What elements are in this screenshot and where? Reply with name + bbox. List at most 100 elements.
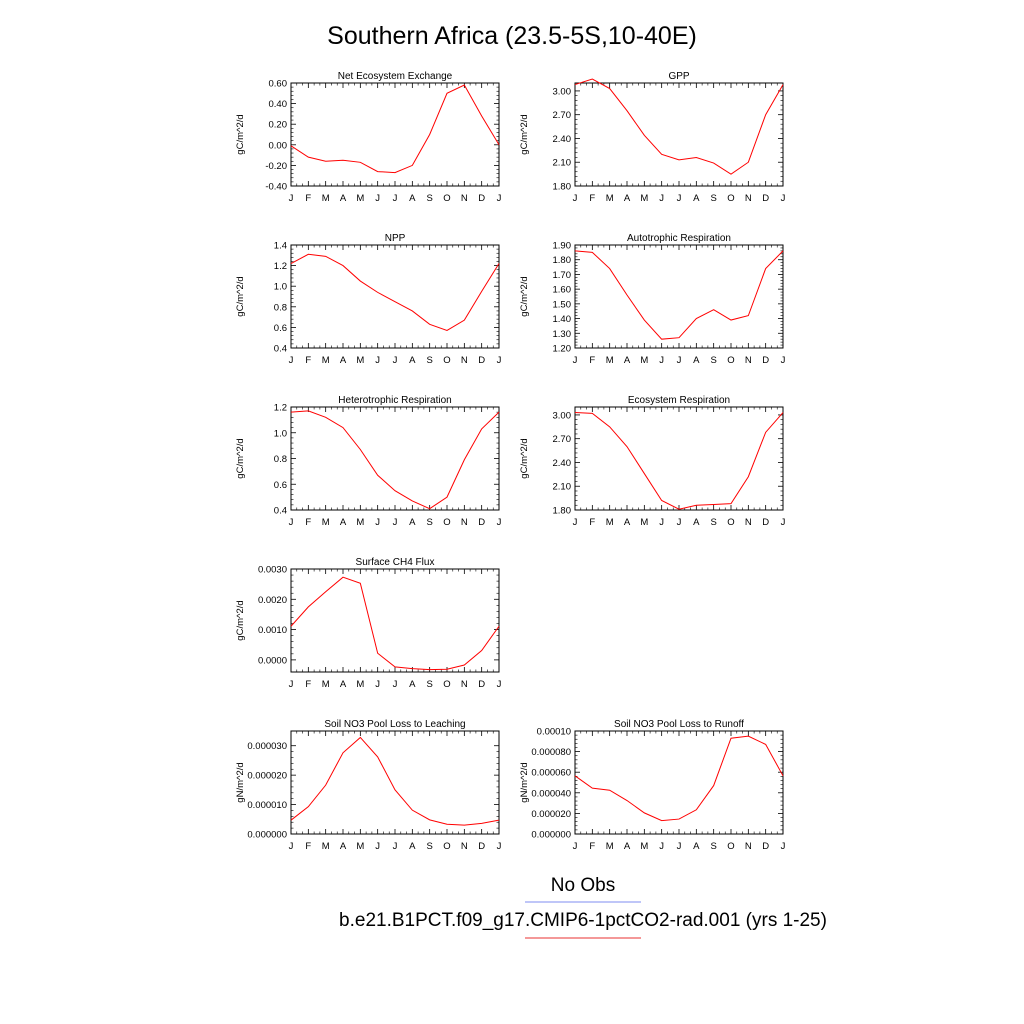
plot-frame	[290, 730, 500, 835]
y-tick-label: 1.20	[553, 344, 572, 355]
y-tick-label: 1.80	[553, 182, 572, 193]
x-tick-label: M	[356, 193, 364, 204]
plot-frame	[290, 82, 500, 187]
panel-title: Surface CH4 Flux	[356, 557, 435, 568]
series-line	[290, 410, 500, 510]
y-axis-label: gN/m^2/d	[235, 762, 246, 802]
y-tick-label: 0.20	[269, 120, 288, 131]
x-tick-label: F	[589, 355, 595, 366]
y-tick-label: 0.0010	[258, 625, 287, 636]
x-tick-label: S	[710, 841, 716, 852]
x-tick-label: S	[426, 355, 432, 366]
x-tick-label: N	[461, 193, 468, 204]
x-tick-label: A	[340, 355, 347, 366]
x-tick-label: F	[305, 679, 311, 690]
x-tick-label: N	[745, 841, 752, 852]
y-axis-label: gC/m^2/d	[235, 276, 246, 316]
x-tick-label: O	[727, 355, 734, 366]
y-tick-label: 0.4	[274, 506, 287, 517]
y-tick-label: 2.10	[553, 158, 572, 169]
series-line	[574, 412, 784, 510]
y-tick-label: -0.20	[265, 161, 287, 172]
y-axis-label: gC/m^2/d	[519, 276, 530, 316]
x-tick-label: M	[322, 193, 330, 204]
y-tick-label: 1.30	[553, 329, 572, 340]
x-tick-label: M	[606, 517, 614, 528]
series-line	[574, 735, 784, 822]
y-tick-label: 0.60	[269, 79, 288, 90]
panel-title: Heterotrophic Respiration	[338, 395, 451, 406]
x-tick-label: F	[305, 841, 311, 852]
plot-frame	[290, 568, 500, 673]
x-tick-label: A	[693, 841, 700, 852]
panel-title: Net Ecosystem Exchange	[338, 71, 453, 82]
y-tick-label: 0.000020	[247, 771, 287, 782]
x-tick-label: O	[443, 679, 450, 690]
x-tick-label: J	[497, 193, 502, 204]
y-tick-label: 1.2	[274, 403, 287, 414]
x-tick-label: J	[677, 841, 682, 852]
x-tick-label: A	[693, 355, 700, 366]
y-tick-label: 0.4	[274, 344, 287, 355]
x-tick-label: J	[781, 517, 786, 528]
x-tick-label: M	[606, 355, 614, 366]
x-tick-label: O	[727, 841, 734, 852]
x-tick-label: A	[409, 679, 416, 690]
x-tick-label: J	[497, 517, 502, 528]
y-tick-label: 0.000000	[247, 830, 287, 841]
x-tick-label: S	[426, 679, 432, 690]
x-tick-label: D	[478, 355, 485, 366]
y-tick-label: 1.0	[274, 428, 287, 439]
y-tick-label: 1.4	[274, 241, 287, 252]
x-tick-label: S	[426, 841, 432, 852]
x-tick-label: M	[640, 517, 648, 528]
x-tick-label: M	[640, 193, 648, 204]
y-tick-label: 1.2	[274, 261, 287, 272]
x-tick-label: J	[659, 841, 664, 852]
x-tick-label: O	[443, 193, 450, 204]
y-tick-label: 0.0000	[258, 655, 287, 666]
legend-model-label: b.e21.B1PCT.f09_g17.CMIP6-1pctCO2-rad.00…	[339, 910, 827, 931]
x-tick-label: J	[573, 517, 578, 528]
x-tick-label: M	[356, 841, 364, 852]
y-tick-label: 1.60	[553, 285, 572, 296]
x-tick-label: D	[478, 679, 485, 690]
x-tick-label: J	[375, 679, 380, 690]
panel-title: NPP	[385, 233, 406, 244]
x-tick-label: S	[710, 193, 716, 204]
x-tick-label: O	[727, 517, 734, 528]
x-tick-label: A	[624, 841, 631, 852]
x-tick-label: N	[461, 841, 468, 852]
x-tick-label: O	[727, 193, 734, 204]
x-tick-label: J	[781, 841, 786, 852]
x-tick-label: F	[305, 517, 311, 528]
y-tick-label: 0.6	[274, 480, 287, 491]
x-tick-label: A	[409, 517, 416, 528]
y-tick-label: 0.000040	[531, 788, 571, 799]
series-line	[290, 253, 500, 332]
y-tick-label: 0.0020	[258, 595, 287, 606]
y-tick-label: 0.000060	[531, 768, 571, 779]
x-tick-label: J	[497, 355, 502, 366]
x-tick-label: M	[356, 679, 364, 690]
x-tick-label: J	[677, 355, 682, 366]
x-tick-label: J	[573, 355, 578, 366]
x-tick-label: J	[573, 193, 578, 204]
y-tick-label: 0.40	[269, 99, 288, 110]
x-tick-label: J	[497, 679, 502, 690]
x-tick-label: J	[375, 355, 380, 366]
plot-frame	[574, 82, 784, 187]
series-line	[290, 84, 500, 174]
x-tick-label: N	[745, 193, 752, 204]
x-tick-label: J	[393, 679, 398, 690]
x-tick-label: A	[340, 517, 347, 528]
x-tick-label: F	[589, 517, 595, 528]
x-tick-label: J	[677, 193, 682, 204]
x-tick-label: J	[375, 517, 380, 528]
x-tick-label: J	[289, 841, 294, 852]
x-tick-label: J	[659, 355, 664, 366]
y-tick-label: 0.000080	[531, 747, 571, 758]
